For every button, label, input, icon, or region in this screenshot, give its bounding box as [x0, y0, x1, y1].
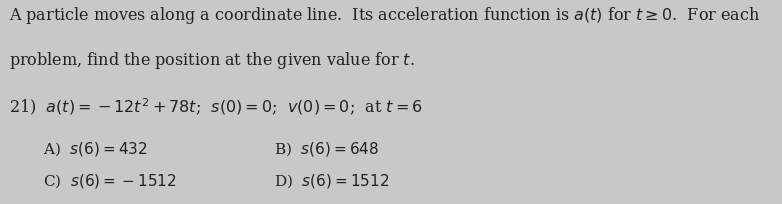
Text: D)  $s(6)=1512$: D) $s(6)=1512$: [274, 172, 389, 190]
Text: A)  $s(6)=432$: A) $s(6)=432$: [43, 140, 148, 158]
Text: C)  $s(6)=-1512$: C) $s(6)=-1512$: [43, 172, 177, 190]
Text: B)  $s(6)=648$: B) $s(6)=648$: [274, 140, 378, 158]
Text: A particle moves along a coordinate line.  Its acceleration function is $a(t)$ f: A particle moves along a coordinate line…: [9, 5, 761, 26]
Text: problem, find the position at the given value for $t$.: problem, find the position at the given …: [9, 50, 415, 71]
Text: 21)  $a(t)=-12t^2+78t$;  $s(0)=0$;  $v(0)=0$;  at $t=6$: 21) $a(t)=-12t^2+78t$; $s(0)=0$; $v(0)=0…: [9, 97, 423, 118]
